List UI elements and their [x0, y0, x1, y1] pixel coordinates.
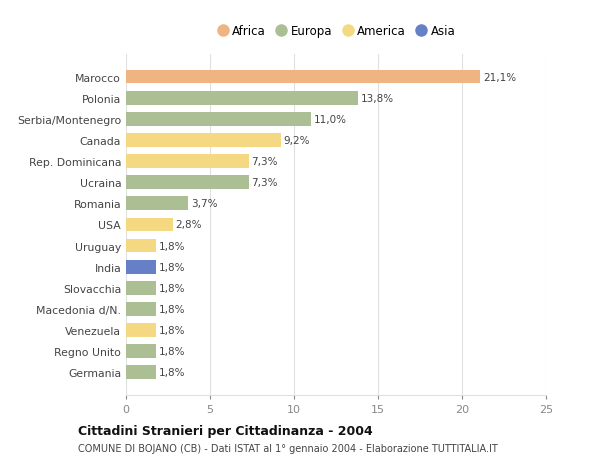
Bar: [126, 92, 358, 105]
Text: Cittadini Stranieri per Cittadinanza - 2004: Cittadini Stranieri per Cittadinanza - 2…: [78, 424, 373, 437]
Bar: [126, 155, 248, 168]
Bar: [126, 218, 173, 232]
Bar: [126, 324, 156, 337]
Text: 1,8%: 1,8%: [159, 283, 185, 293]
Text: 1,8%: 1,8%: [159, 262, 185, 272]
Text: 1,8%: 1,8%: [159, 304, 185, 314]
Bar: [126, 197, 188, 211]
Text: 7,3%: 7,3%: [251, 178, 278, 188]
Legend: Africa, Europa, America, Asia: Africa, Europa, America, Asia: [212, 20, 460, 43]
Bar: [126, 112, 311, 126]
Bar: [126, 366, 156, 379]
Text: 11,0%: 11,0%: [313, 115, 346, 124]
Text: 2,8%: 2,8%: [176, 220, 202, 230]
Bar: [126, 345, 156, 358]
Text: 21,1%: 21,1%: [483, 73, 516, 82]
Bar: [126, 260, 156, 274]
Bar: [126, 71, 481, 84]
Bar: [126, 176, 248, 190]
Text: 7,3%: 7,3%: [251, 157, 278, 167]
Text: 9,2%: 9,2%: [283, 135, 310, 146]
Bar: [126, 239, 156, 253]
Text: COMUNE DI BOJANO (CB) - Dati ISTAT al 1° gennaio 2004 - Elaborazione TUTTITALIA.: COMUNE DI BOJANO (CB) - Dati ISTAT al 1°…: [78, 443, 498, 453]
Bar: [126, 281, 156, 295]
Text: 1,8%: 1,8%: [159, 347, 185, 356]
Text: 3,7%: 3,7%: [191, 199, 217, 209]
Text: 13,8%: 13,8%: [361, 94, 394, 103]
Bar: [126, 134, 281, 147]
Bar: [126, 302, 156, 316]
Text: 1,8%: 1,8%: [159, 325, 185, 335]
Text: 1,8%: 1,8%: [159, 241, 185, 251]
Text: 1,8%: 1,8%: [159, 368, 185, 377]
